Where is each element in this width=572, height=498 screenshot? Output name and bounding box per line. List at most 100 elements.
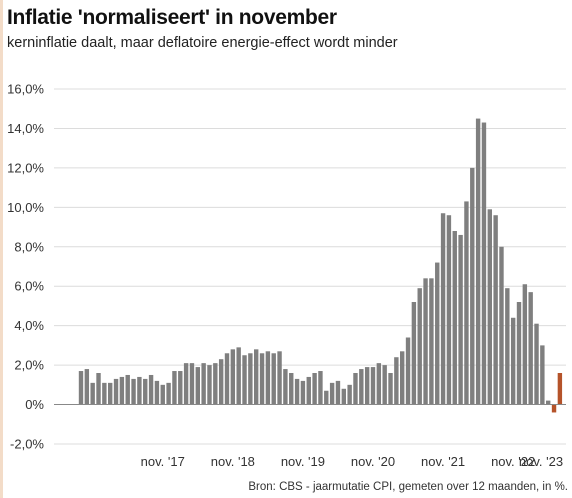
bar (481, 122, 487, 405)
bar (102, 382, 107, 405)
bar (265, 351, 271, 405)
bar (259, 353, 265, 405)
bar (300, 380, 306, 405)
bar (125, 374, 130, 405)
bar (277, 351, 282, 405)
bars (78, 118, 563, 413)
bar (224, 353, 230, 405)
x-tick-label: nov. '19 (281, 454, 325, 469)
x-tick-label: nov. '22 (491, 454, 535, 469)
bar (341, 388, 346, 405)
bar (90, 382, 95, 405)
bar (335, 380, 341, 405)
bar (96, 373, 101, 405)
x-tick-label: nov. '20 (351, 454, 395, 469)
bar (551, 404, 557, 413)
y-tick-label: 6,0% (14, 279, 44, 294)
bar-highlight (557, 373, 563, 405)
bar (230, 349, 236, 405)
bar (540, 345, 545, 405)
y-tick-label: 12,0% (7, 160, 44, 175)
bar (113, 378, 119, 405)
bar (294, 378, 300, 405)
bar (84, 369, 90, 405)
bar (370, 367, 376, 405)
bar (312, 373, 317, 405)
bar (289, 373, 294, 405)
bar (534, 323, 539, 405)
bar (306, 376, 311, 405)
bar (189, 363, 195, 405)
bar (254, 349, 259, 405)
bar (166, 382, 171, 405)
bar (464, 201, 469, 405)
bar (324, 390, 329, 405)
bar (236, 347, 241, 405)
chart-title: Inflatie 'normaliseert' in november (7, 6, 337, 29)
bar (364, 367, 370, 405)
bar (283, 369, 288, 405)
bar (329, 382, 335, 405)
bar (248, 353, 253, 405)
bar (195, 367, 200, 405)
bar (400, 351, 405, 405)
bar (207, 365, 212, 405)
grid-lines (54, 88, 566, 445)
bar (178, 371, 183, 405)
y-tick-label: 16,0% (7, 82, 44, 97)
bar (119, 376, 125, 405)
x-axis-ticks: nov. '17 nov. '18 nov. '19 nov. '20 nov. '21… (141, 454, 563, 469)
bar (405, 337, 411, 405)
bar (148, 374, 154, 405)
bar (376, 363, 382, 405)
bar (218, 359, 224, 405)
bar (470, 167, 475, 405)
y-tick-label: 0% (25, 397, 44, 412)
bar (505, 288, 510, 405)
chart-subtitle: kerninflatie daalt, maar deflatoire ener… (7, 35, 398, 51)
bar (353, 373, 358, 405)
bar (452, 231, 457, 405)
left-accent-bar (0, 0, 3, 498)
bar (446, 215, 452, 405)
x-tick-label: nov. '23 (519, 454, 563, 469)
bar (394, 357, 399, 405)
bar (475, 118, 481, 405)
bar (160, 384, 165, 405)
bar (522, 284, 528, 405)
bar (528, 292, 533, 405)
y-tick-label: -2,0% (10, 437, 44, 452)
bar (318, 371, 323, 405)
bar (172, 371, 177, 405)
bar (435, 262, 440, 405)
bar (411, 302, 417, 405)
bar (359, 369, 364, 405)
bar (388, 373, 393, 405)
bar (347, 384, 352, 405)
bar (417, 288, 422, 405)
bar (516, 302, 522, 405)
bar (242, 355, 247, 405)
y-tick-label: 10,0% (7, 200, 44, 215)
bar (271, 353, 276, 405)
y-tick-label: 4,0% (14, 318, 44, 333)
y-tick-label: 14,0% (7, 121, 44, 136)
bar (382, 365, 387, 405)
bar (183, 363, 189, 405)
x-tick-label: nov. '18 (211, 454, 255, 469)
bar (429, 278, 434, 405)
bar (154, 380, 160, 405)
bar (137, 376, 142, 405)
bar (78, 371, 84, 405)
bar (131, 378, 136, 405)
bar (487, 209, 492, 405)
bar (510, 317, 516, 405)
bar (213, 363, 218, 405)
x-tick-label: nov. '21 (421, 454, 465, 469)
bar (143, 378, 148, 405)
y-tick-label: 2,0% (14, 358, 44, 373)
bar (493, 215, 498, 405)
bar (201, 363, 206, 405)
